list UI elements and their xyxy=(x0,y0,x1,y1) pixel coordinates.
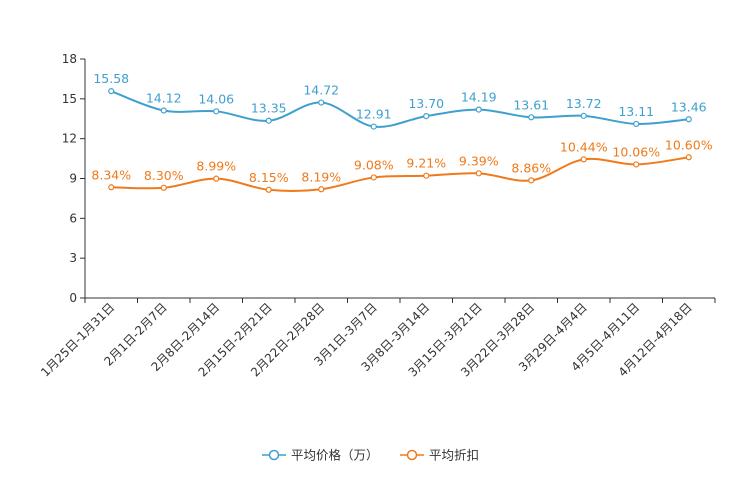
data-label: 14.06 xyxy=(198,91,234,106)
y-tick-label: 9 xyxy=(69,172,77,186)
y-axis: 0 3 6 9 12 15 18 xyxy=(62,52,86,305)
data-label: 8.99% xyxy=(196,159,236,174)
data-point xyxy=(213,108,220,115)
y-tick-label: 0 xyxy=(69,291,77,305)
data-point xyxy=(423,112,430,120)
data-label: 13.61 xyxy=(513,97,549,112)
data-label: 9.39% xyxy=(459,153,499,168)
data-point xyxy=(265,117,272,124)
data-label: 15.58 xyxy=(93,71,129,86)
data-label: 9.08% xyxy=(354,157,394,172)
data-label: 9.21% xyxy=(406,156,446,171)
data-point xyxy=(475,106,482,113)
data-label: 10.44% xyxy=(560,139,608,154)
data-label: 13.70 xyxy=(408,96,444,111)
x-axis: 1月25日-1月31日2月1日-2月7日2月8日-2月14日2月15日-2月21… xyxy=(38,297,716,380)
legend-label[interactable]: 平均价格（万） xyxy=(291,448,379,463)
data-label: 14.19 xyxy=(461,90,497,105)
data-point xyxy=(580,112,587,119)
series-2: 8.34% 8.30% 8.99% 8.15% 8.19% 9.08% 9.21% 9.39%… xyxy=(91,137,713,193)
data-point xyxy=(318,99,325,106)
data-point xyxy=(633,120,640,128)
legend-item-2[interactable]: 平均折扣 xyxy=(400,448,479,463)
data-label: 14.12 xyxy=(146,91,182,106)
data-point xyxy=(160,184,167,191)
data-point xyxy=(108,184,115,191)
x-tick-label: 1月25日-1月31日 xyxy=(38,300,117,379)
data-label: 10.60% xyxy=(665,137,713,152)
data-point xyxy=(685,116,692,123)
data-point xyxy=(213,175,220,182)
data-point xyxy=(370,123,377,130)
data-point xyxy=(528,114,535,121)
y-tick-label: 3 xyxy=(69,251,77,265)
y-tick-label: 12 xyxy=(62,132,77,146)
series-1: 15.58 14.12 14.06 13.35 14.72 12.91 13.70 14.19… xyxy=(93,71,707,130)
series-line xyxy=(110,90,689,128)
y-tick-label: 18 xyxy=(62,52,77,66)
data-point xyxy=(160,107,167,114)
data-label: 13.72 xyxy=(566,96,602,111)
data-label: 13.46 xyxy=(671,99,707,114)
data-label: 8.15% xyxy=(249,170,289,185)
data-point xyxy=(475,170,482,177)
data-label: 8.30% xyxy=(144,168,184,183)
data-label: 14.72 xyxy=(303,83,339,98)
data-point xyxy=(423,172,430,179)
series-layer: 15.58 14.12 14.06 13.35 14.72 12.91 13.70 14.19… xyxy=(91,71,713,193)
data-label: 13.11 xyxy=(618,104,654,119)
legend-label[interactable]: 平均折扣 xyxy=(429,448,479,463)
data-label: 10.06% xyxy=(612,144,660,159)
y-tick-label: 15 xyxy=(62,92,77,106)
data-point xyxy=(685,154,692,161)
data-label: 13.35 xyxy=(251,101,287,116)
data-label: 8.86% xyxy=(511,160,551,175)
y-tick-label: 6 xyxy=(69,211,77,225)
data-point xyxy=(580,156,587,163)
legend[interactable]: 平均价格（万） 平均折扣 xyxy=(262,448,479,463)
data-point xyxy=(318,186,325,193)
series-line xyxy=(111,156,689,192)
data-label: 8.19% xyxy=(301,169,341,184)
data-point xyxy=(633,161,640,168)
legend-marker-icon xyxy=(268,449,280,461)
data-point xyxy=(370,174,377,181)
legend-item-1[interactable]: 平均价格（万） xyxy=(262,448,379,463)
data-label: 12.91 xyxy=(356,107,392,122)
legend-marker-icon xyxy=(406,449,418,461)
data-point xyxy=(265,186,272,193)
data-point xyxy=(108,88,115,95)
data-label: 8.34% xyxy=(91,167,131,182)
data-point xyxy=(528,177,535,184)
